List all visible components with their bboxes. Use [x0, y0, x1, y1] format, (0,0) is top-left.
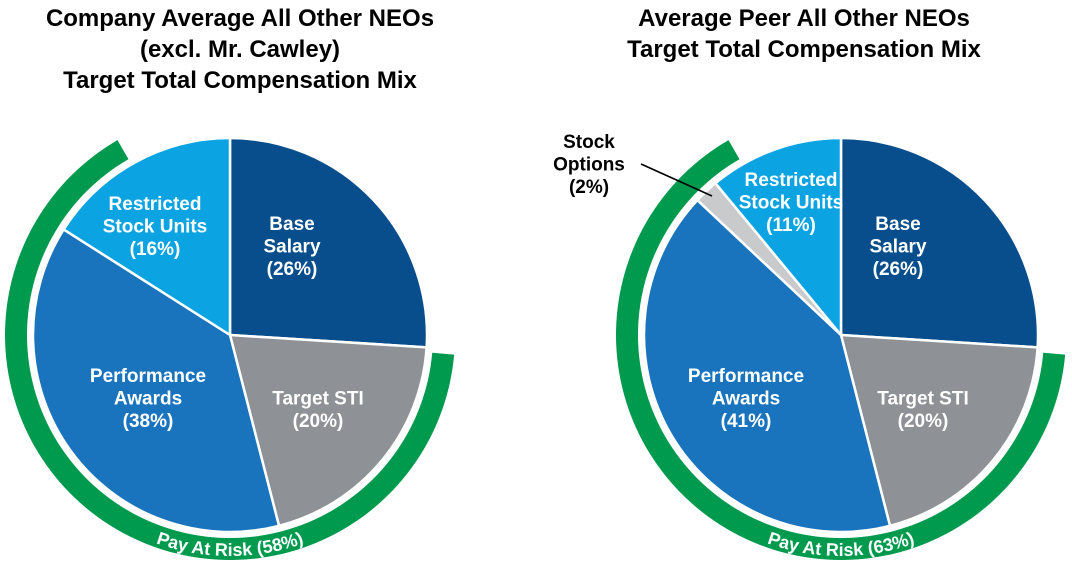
slice-label-base-salary: Base Salary (26%) [869, 214, 926, 280]
slice-label-target-sti: Target STI (20%) [272, 388, 364, 431]
slice-label-base-salary: Base Salary (26%) [263, 214, 320, 280]
title-line: (excl. Mr. Cawley) [139, 36, 341, 63]
company-pie-chart: Base Salary (26%) Target STI (20%) Performanc… [4, 136, 455, 560]
slice-label-performance-awards: Performance Awards (41%) [688, 366, 804, 432]
pie-slice-performance-awards [642, 198, 892, 534]
title-line: Company Average All Other NEOs [45, 5, 435, 32]
title-line: Target Total Compensation Mix [627, 36, 981, 63]
company-chart-panel: Company Average All Other NEOs (excl. Mr… [0, 0, 480, 566]
pie-slice-performance-awards [31, 228, 281, 534]
title-line: Target Total Compensation Mix [63, 67, 417, 94]
pie-slice-base-salary [228, 136, 429, 349]
peer-chart-panel: Average Peer All Other NEOs Target Total… [536, 0, 1072, 566]
slice-label-performance-awards: Performance Awards (38%) [90, 366, 206, 432]
slice-label-restricted-stock-units: Restricted Stock Units (11%) [739, 170, 844, 236]
title-line: Average Peer All Other NEOs [638, 5, 970, 32]
stock-options-leader-line [640, 163, 713, 197]
slice-label-stock-options: Stock Options (2%) [553, 132, 625, 198]
slice-label-restricted-stock-units: Restricted Stock Units (16%) [103, 194, 208, 260]
slice-label-target-sti: Target STI (20%) [877, 388, 969, 431]
company-chart-title: Company Average All Other NEOs (excl. Mr… [0, 3, 480, 96]
peer-chart-title: Average Peer All Other NEOs Target Total… [536, 3, 1072, 65]
pie-slice-base-salary [839, 136, 1040, 349]
pie-slice-target-sti [839, 333, 1039, 528]
pie-slice-restricted-stock-units [714, 136, 843, 337]
pie-slice-target-sti [228, 333, 428, 528]
peer-pie-chart: Base Salary (26%) Target STI (20%) Performanc… [553, 132, 1066, 560]
pie-slice-restricted-stock-units [62, 136, 232, 337]
